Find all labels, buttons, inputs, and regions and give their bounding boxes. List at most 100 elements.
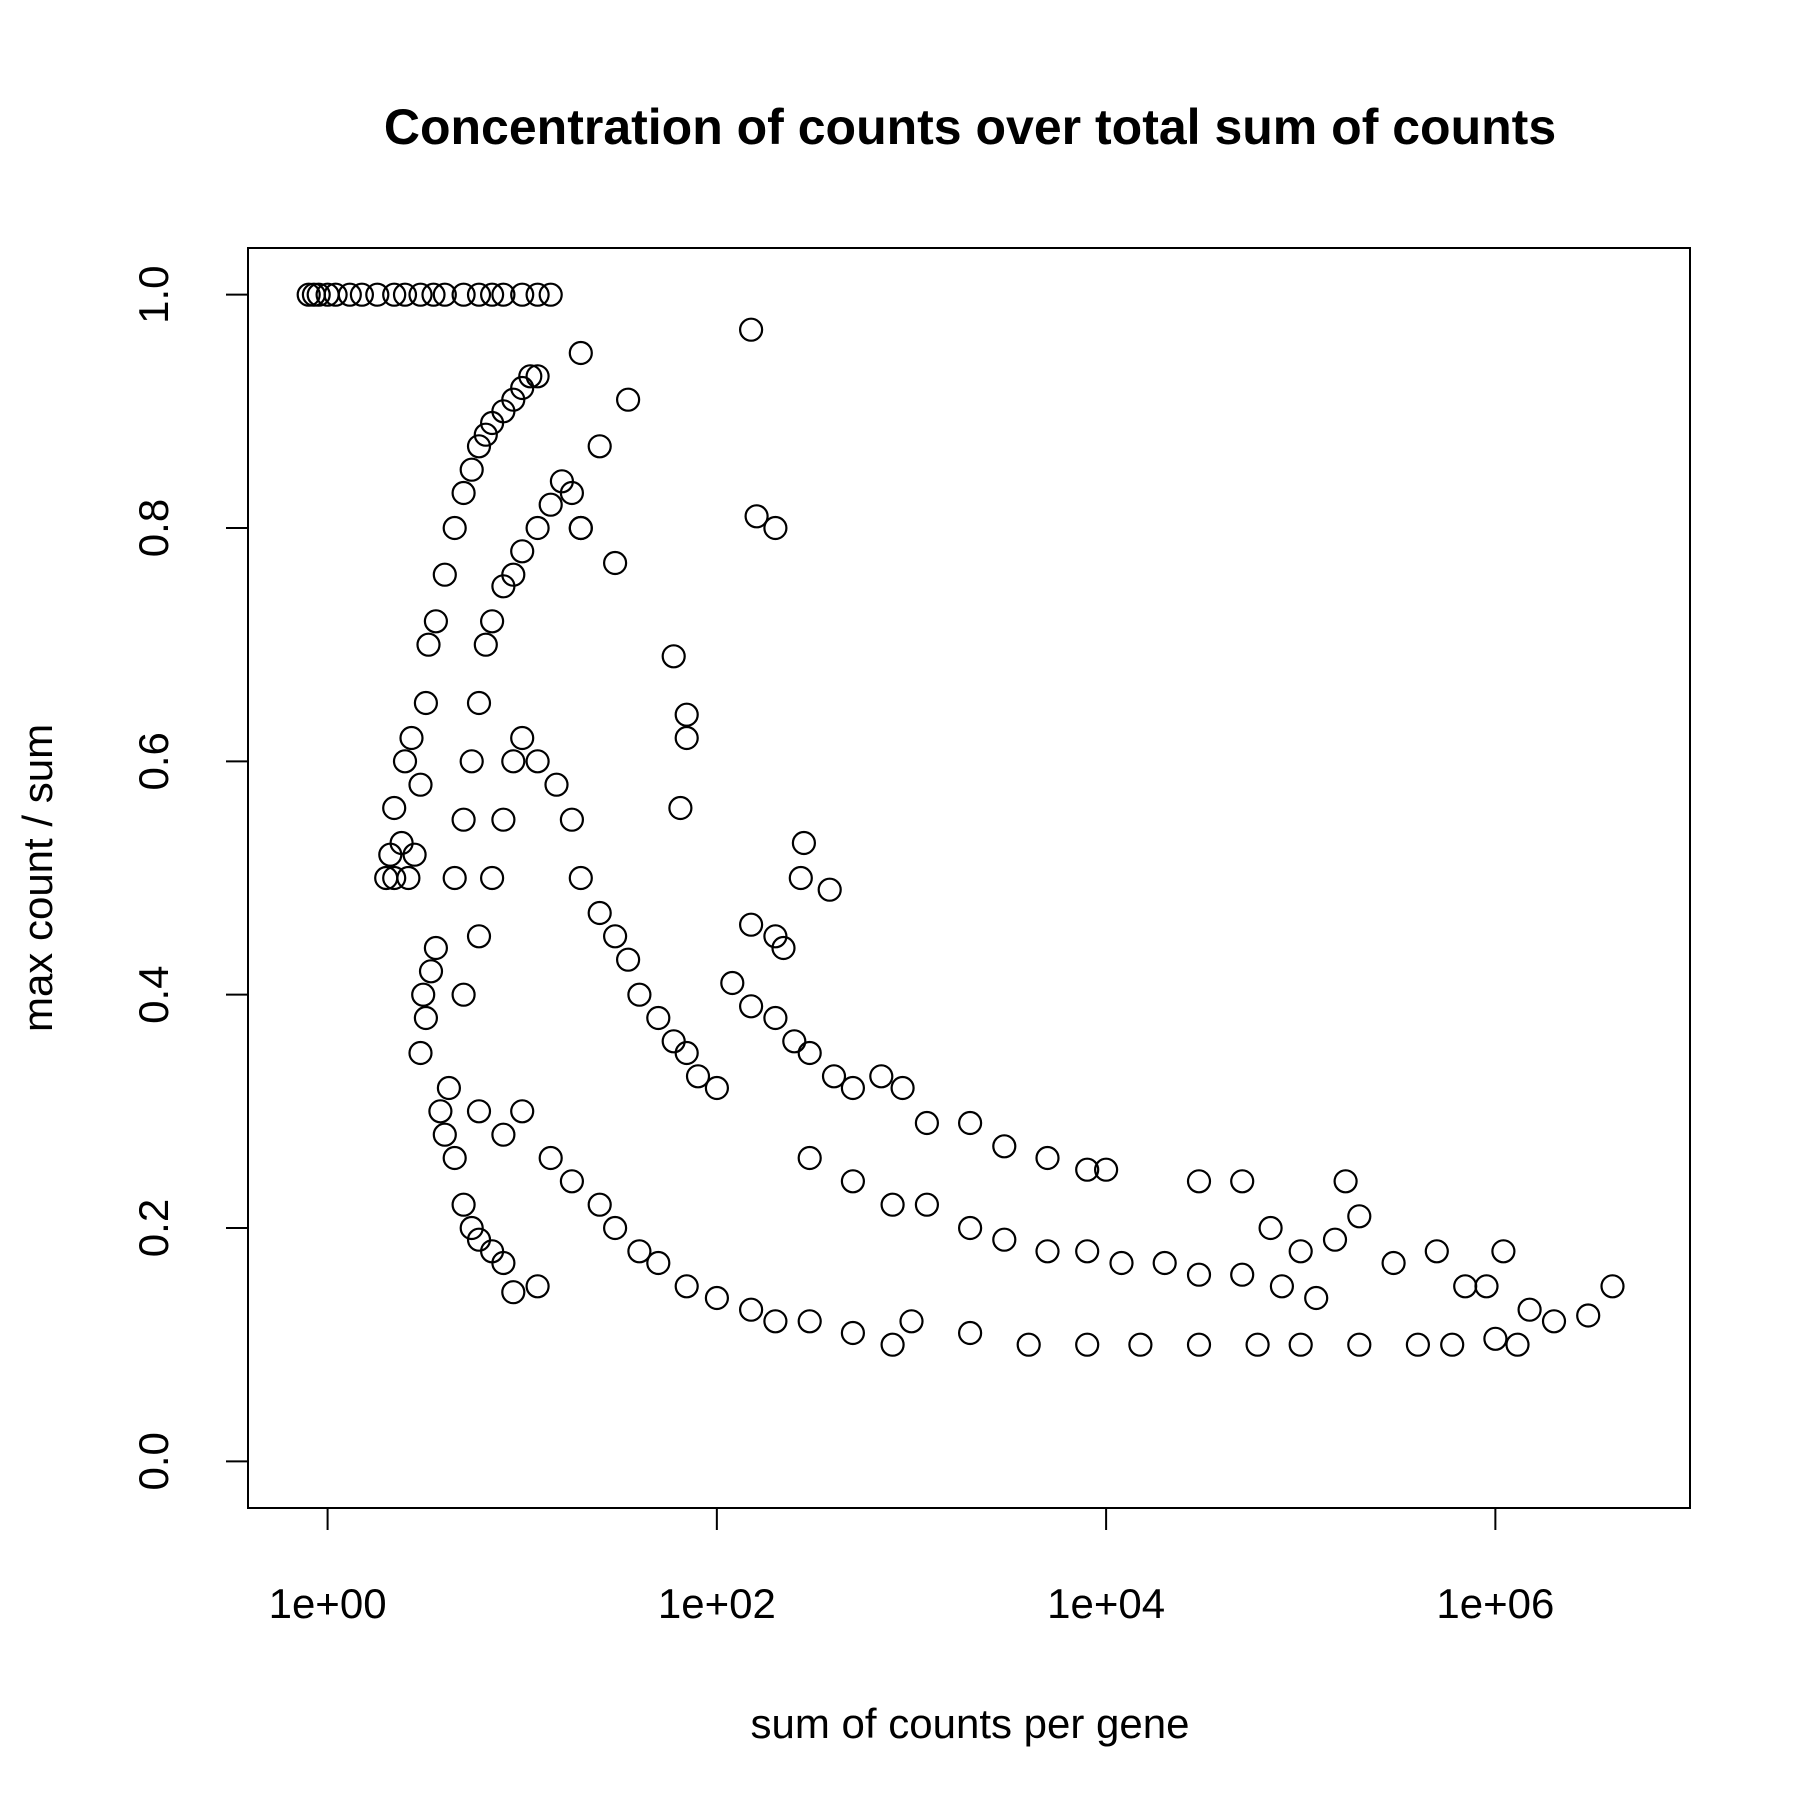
data-point: [365, 282, 390, 307]
data-point: [538, 282, 563, 307]
data-point: [817, 877, 842, 902]
data-point: [1453, 1274, 1478, 1299]
plot-area-border: [247, 247, 1691, 1509]
data-point: [459, 1215, 484, 1241]
data-point: [306, 282, 331, 307]
x-tick-label: 1e+06: [1436, 1580, 1554, 1627]
data-point: [840, 1320, 866, 1346]
data-point: [674, 1274, 699, 1299]
data-point: [501, 749, 526, 774]
data-point: [1152, 1250, 1177, 1276]
data-point: [797, 1145, 822, 1171]
data-point: [518, 364, 543, 389]
data-point: [1186, 1169, 1212, 1194]
data-point: [399, 725, 424, 751]
data-point: [451, 1192, 476, 1217]
data-point: [525, 515, 550, 541]
data-point: [1258, 1215, 1283, 1241]
data-point: [396, 865, 421, 891]
data-point: [413, 1005, 438, 1031]
data-point: [1035, 1145, 1060, 1171]
data-point: [510, 1099, 535, 1124]
data-point: [451, 982, 476, 1007]
data-point: [568, 515, 593, 541]
data-point: [413, 690, 438, 716]
data-point: [1109, 1250, 1134, 1276]
data-point: [408, 1040, 433, 1066]
data-point: [491, 282, 516, 307]
data-point: [957, 1110, 983, 1136]
data-point: [1245, 1332, 1270, 1357]
data-point: [559, 1169, 585, 1194]
y-tick-label: 0.8: [130, 499, 177, 557]
data-point: [459, 749, 484, 774]
data-point: [587, 1192, 612, 1217]
data-point: [337, 282, 362, 307]
data-point: [559, 807, 585, 832]
data-point: [627, 982, 652, 1007]
data-point: [602, 1215, 628, 1241]
data-point: [1347, 1204, 1372, 1229]
data-point: [992, 1227, 1017, 1252]
data-point: [840, 1169, 866, 1194]
data-point: [510, 539, 535, 564]
data-point: [738, 994, 764, 1019]
data-point: [1035, 1239, 1060, 1264]
data-point: [704, 1075, 730, 1101]
data-point: [1440, 1332, 1465, 1357]
data-point: [668, 795, 693, 821]
x-tick-label: 1e+00: [269, 1580, 387, 1627]
data-point: [880, 1192, 905, 1217]
data-point: [1322, 1227, 1348, 1252]
data-point: [568, 340, 593, 366]
data-point: [466, 924, 492, 949]
data-point: [840, 1075, 866, 1101]
data-point: [451, 480, 476, 506]
data-point: [738, 317, 764, 342]
data-point: [661, 644, 686, 669]
data-point: [763, 515, 788, 541]
data-point: [491, 1250, 516, 1276]
data-point: [466, 434, 492, 459]
data-point: [674, 702, 699, 727]
data-point: [1230, 1169, 1255, 1194]
data-point: [392, 749, 418, 774]
data-point: [1333, 1169, 1358, 1194]
data-point: [1517, 1297, 1542, 1322]
data-point: [797, 1309, 822, 1334]
data-point: [615, 387, 641, 412]
data-point: [510, 282, 535, 307]
data-point: [771, 935, 796, 961]
data-point: [1381, 1250, 1406, 1276]
data-point: [615, 947, 641, 972]
data-point: [392, 282, 418, 307]
x-tick-label: 1e+04: [1047, 1580, 1165, 1627]
data-point: [323, 282, 348, 307]
data-point: [538, 492, 563, 517]
data-point: [661, 1029, 686, 1054]
data-point: [423, 609, 448, 634]
data-point: [602, 550, 628, 576]
data-point: [788, 865, 813, 891]
data-point: [674, 1040, 699, 1066]
data-point: [473, 422, 498, 447]
y-tick-label: 0.2: [130, 1199, 177, 1257]
data-point: [480, 865, 505, 891]
data-point: [992, 1134, 1017, 1159]
data-point: [442, 1145, 467, 1171]
data-point: [466, 690, 492, 716]
data-point: [421, 282, 446, 307]
data-point: [1424, 1239, 1449, 1264]
data-point: [763, 1005, 788, 1031]
data-point: [501, 562, 526, 587]
data-point: [627, 1239, 652, 1264]
data-point: [1541, 1309, 1567, 1334]
y-tick-label: 0.4: [130, 966, 177, 1024]
data-point: [382, 282, 407, 307]
data-point: [1304, 1285, 1329, 1311]
y-tick-label: 0.6: [130, 732, 177, 790]
data-point: [1505, 1332, 1530, 1357]
data-point: [525, 282, 550, 307]
data-point: [568, 865, 593, 891]
